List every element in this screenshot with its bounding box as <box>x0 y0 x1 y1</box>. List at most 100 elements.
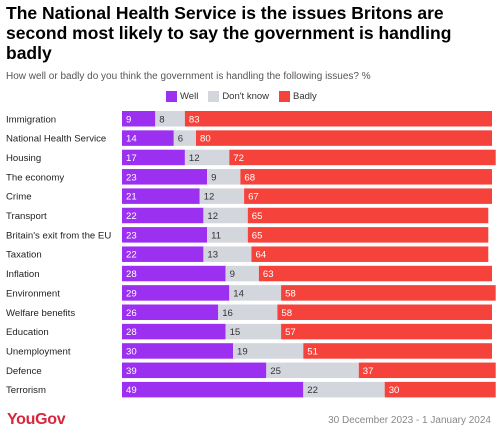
bar-badly-education <box>281 323 492 340</box>
value-label-badly-welfare-benefits: 58 <box>281 308 292 319</box>
value-label-well-immigration: 9 <box>126 114 131 125</box>
category-label-terrorism: Terrorism <box>6 385 46 396</box>
bar-well-taxation <box>122 246 204 262</box>
value-label-don-t-know-immigration: 8 <box>159 114 164 125</box>
category-label-inflation: Inflation <box>6 269 40 280</box>
bar-don-t-know-terrorism <box>303 381 385 398</box>
value-label-don-t-know-transport: 12 <box>207 211 218 222</box>
value-label-well-taxation: 22 <box>126 250 137 261</box>
bar-don-t-know-immigration <box>155 111 185 127</box>
value-label-well-welfare-benefits: 26 <box>126 308 137 319</box>
value-label-don-t-know-crime: 12 <box>204 192 215 203</box>
category-label-the-economy: The economy <box>6 172 64 183</box>
bar-badly-defence <box>358 362 496 379</box>
legend-item-dont-know: Don't know <box>208 91 269 102</box>
bar-don-t-know-environment <box>229 285 282 301</box>
bar-don-t-know-defence <box>266 362 359 379</box>
stacked-bar-chart: Immigration 9 8 83 National Health Service 14… <box>6 111 496 398</box>
value-label-don-t-know-inflation: 9 <box>230 269 235 280</box>
value-label-badly-britain-s-exit-from-the-eu: 65 <box>252 230 263 241</box>
value-label-don-t-know-environment: 14 <box>233 288 244 299</box>
value-label-badly-immigration: 83 <box>189 114 200 125</box>
value-label-well-britain-s-exit-from-the-eu: 23 <box>126 230 137 241</box>
bar-badly-terrorism <box>384 381 496 398</box>
value-label-badly-education: 57 <box>285 327 296 338</box>
value-label-well-housing: 17 <box>126 153 137 164</box>
bar-well-britain-s-exit-from-the-eu <box>122 227 208 243</box>
bar-badly-crime <box>244 188 492 204</box>
legend-swatch-well <box>166 91 177 102</box>
value-label-well-unemployment: 30 <box>126 346 137 357</box>
value-label-well-environment: 29 <box>126 288 137 299</box>
bar-badly-taxation <box>251 246 489 262</box>
category-label-environment: Environment <box>6 288 60 299</box>
bar-well-unemployment <box>122 343 233 359</box>
value-label-well-national-health-service: 14 <box>126 134 137 145</box>
chart-title: The National Health Service is the issue… <box>6 3 452 63</box>
value-label-badly-unemployment: 51 <box>307 346 318 357</box>
value-label-don-t-know-britain-s-exit-from-the-eu: 11 <box>211 230 221 241</box>
bar-well-terrorism <box>122 381 304 398</box>
legend-label-well: Well <box>180 91 199 102</box>
bar-don-t-know-transport <box>203 207 248 224</box>
bar-badly-britain-s-exit-from-the-eu <box>247 227 489 243</box>
category-label-britain-s-exit-from-the-eu: Britain's exit from the EU <box>6 230 111 241</box>
bar-don-t-know-housing <box>184 149 230 166</box>
bar-don-t-know-national-health-service <box>173 130 196 146</box>
category-label-unemployment: Unemployment <box>6 346 71 357</box>
bar-don-t-know-crime <box>199 188 245 204</box>
value-label-badly-defence: 37 <box>363 366 374 377</box>
value-label-don-t-know-education: 15 <box>230 327 241 338</box>
value-label-don-t-know-welfare-benefits: 16 <box>222 308 233 319</box>
bar-badly-the-economy <box>240 169 492 185</box>
value-label-don-t-know-taxation: 13 <box>207 250 218 261</box>
bar-well-the-economy <box>122 169 208 185</box>
value-label-badly-inflation: 63 <box>263 269 274 280</box>
value-label-well-transport: 22 <box>126 211 137 222</box>
bar-well-crime <box>122 188 200 204</box>
value-label-don-t-know-defence: 25 <box>270 366 281 377</box>
value-label-badly-terrorism: 30 <box>389 385 400 396</box>
bar-well-immigration <box>122 111 156 127</box>
value-label-don-t-know-terrorism: 22 <box>307 385 318 396</box>
bar-well-housing <box>122 149 185 166</box>
chart-legend: Well Don't know Badly <box>166 91 317 102</box>
bar-badly-national-health-service <box>196 130 492 146</box>
bar-well-defence <box>122 362 267 379</box>
bar-well-transport <box>122 207 204 224</box>
legend-item-badly: Badly <box>279 91 317 102</box>
value-label-well-education: 28 <box>126 327 137 338</box>
bar-well-welfare-benefits <box>122 304 219 320</box>
value-label-well-defence: 39 <box>126 366 137 377</box>
legend-label-dont-know: Don't know <box>222 91 270 102</box>
legend-item-well: Well <box>166 91 198 102</box>
bar-well-education <box>122 323 226 340</box>
category-label-defence: Defence <box>6 366 42 377</box>
value-label-badly-transport: 65 <box>252 211 263 222</box>
bar-badly-immigration <box>184 111 492 127</box>
category-label-education: Education <box>6 327 49 338</box>
value-label-don-t-know-housing: 12 <box>189 153 200 164</box>
bar-badly-transport <box>247 207 489 224</box>
value-label-don-t-know-the-economy: 9 <box>211 172 216 183</box>
category-label-immigration: Immigration <box>6 114 56 125</box>
value-label-badly-national-health-service: 80 <box>200 134 211 145</box>
bar-badly-environment <box>281 285 496 301</box>
value-label-badly-environment: 58 <box>285 288 296 299</box>
value-label-well-the-economy: 23 <box>126 172 137 183</box>
category-label-national-health-service: National Health Service <box>6 134 106 145</box>
bar-badly-inflation <box>258 265 492 282</box>
value-label-badly-crime: 67 <box>248 192 259 203</box>
legend-swatch-dont-know <box>208 91 220 102</box>
bar-don-t-know-education <box>225 323 282 340</box>
bar-badly-housing <box>229 149 496 166</box>
value-label-well-inflation: 28 <box>126 269 137 280</box>
category-label-housing: Housing <box>6 153 41 164</box>
category-label-taxation: Taxation <box>6 250 42 261</box>
value-label-badly-taxation: 64 <box>256 250 267 261</box>
bar-don-t-know-inflation <box>225 265 259 282</box>
bar-well-environment <box>122 285 230 301</box>
value-label-badly-the-economy: 68 <box>244 172 255 183</box>
value-label-well-crime: 21 <box>126 192 137 203</box>
bar-don-t-know-taxation <box>203 246 252 262</box>
